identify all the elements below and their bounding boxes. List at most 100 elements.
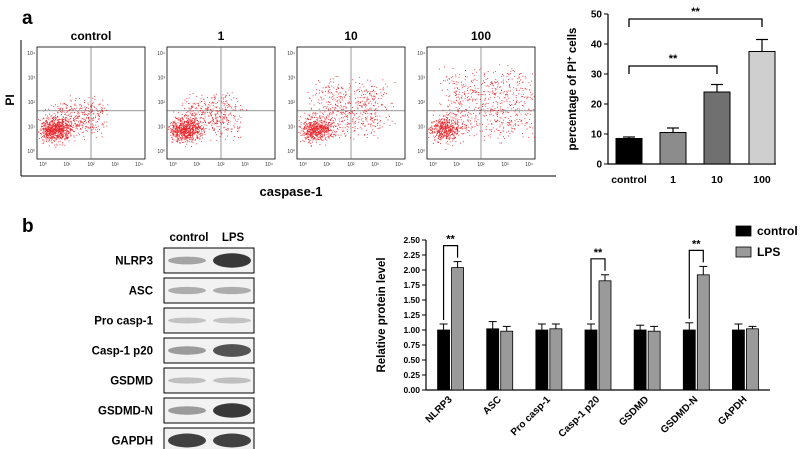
blot-band-control: [168, 286, 206, 295]
chart2-category-label: NLRP3: [424, 394, 455, 425]
chart2-y-tick-label: 0.25: [403, 370, 420, 380]
chart2-legend-swatch: [735, 246, 752, 258]
blot-column-label-control: control: [170, 232, 209, 244]
western-blot-panel: control LPS NLRP3 ASC Pro casp-1 Casp-1 p20…: [92, 232, 255, 449]
chart1-y-tick-label: 40: [591, 40, 603, 51]
chart2-bar-lps: [549, 328, 563, 391]
flow-x-tick: 10⁰: [299, 162, 307, 168]
flow-x-tick: 10⁴: [135, 162, 143, 168]
flow-x-tick: 10⁰: [169, 162, 177, 168]
chart1-significance-label: **: [669, 53, 678, 65]
chart2-bar-lps: [598, 280, 612, 391]
chart2-category-label: Pro casp-1: [509, 394, 553, 438]
flow-y-tick: 10¹: [288, 125, 296, 131]
flow-plot-4: 100 10⁴ 10³ 10² 10¹ 10⁰ 10⁰ 10¹ 10² 10³ 10⁴: [417, 29, 536, 168]
protein-level-bar-chart: 0.00 0.25 0.50 0.75 1.00 1.25 1.50 1.75 2.00 2.25…: [376, 224, 798, 440]
blot-band-lps: [213, 286, 251, 295]
flow-x-label: caspase-1: [260, 184, 323, 199]
blot-band-control: [168, 406, 206, 415]
chart2-bar-control: [486, 328, 500, 391]
chart2-significance-label: **: [692, 238, 701, 250]
flow-y-tick: 10⁰: [157, 149, 165, 155]
chart1-y-tick-label: 0: [596, 160, 602, 171]
flow-x-tick: 10¹: [193, 162, 201, 168]
blot-row: NLRP3: [115, 247, 255, 274]
chart2-category-label: GSDMD-N: [659, 394, 701, 436]
flow-x-tick: 10²: [347, 162, 355, 168]
blot-band-control: [168, 256, 206, 265]
chart2-significance-label: **: [594, 247, 603, 259]
flow-dots: [428, 64, 535, 150]
chart2-significance-label: **: [446, 234, 455, 246]
flow-y-tick: 10²: [28, 100, 36, 106]
chart2-legend-label: control: [757, 224, 798, 238]
flow-x-tick: 10²: [217, 162, 225, 168]
flow-plot-title: control: [71, 29, 112, 43]
chart1-y-tick-label: 20: [591, 100, 603, 111]
chart2-bar-lps: [451, 267, 464, 391]
chart2-y-tick-label: 1.00: [403, 325, 420, 335]
flow-y-tick: 10⁴: [287, 51, 295, 57]
chart2-y-tick-label: 1.25: [403, 310, 420, 320]
flow-y-tick: 10¹: [158, 125, 166, 131]
chart2-legend-label: LPS: [757, 245, 780, 259]
blot-row: GSDMD-N: [98, 397, 255, 424]
flow-dots: [168, 92, 248, 148]
flow-x-tick: 10⁴: [525, 162, 533, 168]
flow-x-tick: 10³: [501, 162, 509, 168]
blot-band-lps: [213, 317, 251, 324]
chart1-y-tick-label: 50: [591, 10, 603, 21]
chart2-bar-control: [584, 329, 598, 391]
chart2-category-label: Casp-1 p20: [557, 394, 603, 440]
flow-cytometry-panel: PI caspase-1 control 10⁴ 10³ 10² 10¹ 10⁰ 10⁰ 10…: [3, 29, 556, 199]
blot-row-label: NLRP3: [115, 256, 153, 268]
chart2-bar-lps: [647, 330, 661, 391]
flow-y-tick: 10⁰: [287, 149, 295, 155]
flow-y-tick: 10⁴: [417, 51, 425, 57]
blot-row: GSDMD: [110, 367, 255, 394]
flow-y-label: PI: [3, 94, 17, 105]
chart1-category-label: control: [611, 174, 647, 186]
chart1-y-tick-label: 10: [591, 130, 603, 141]
chart1-bar-1: [615, 138, 643, 165]
flow-dots: [298, 76, 396, 147]
flow-plot-3: 10 10⁴ 10³ 10² 10¹ 10⁰ 10⁰ 10¹ 10² 10³ 10⁴: [287, 29, 406, 168]
flow-x-tick: 10²: [477, 162, 485, 168]
flow-x-tick: 10¹: [323, 162, 331, 168]
chart2-bar-control: [437, 329, 450, 391]
chart2-significance-bracket: [590, 258, 606, 320]
chart1-y-label: percentage of PI+ cells: [565, 28, 580, 151]
chart2-bar-control: [682, 329, 696, 391]
chart2-y-tick-label: 0.50: [403, 355, 420, 365]
blot-row-label: GAPDH: [111, 436, 153, 448]
blot-row: ASC: [129, 277, 255, 304]
blot-band-control: [168, 346, 206, 355]
chart1-category-label: 10: [711, 174, 723, 186]
blot-row: Pro casp-1: [94, 307, 255, 334]
chart2-y-tick-label: 2.50: [403, 235, 420, 245]
chart2-bar-control: [633, 329, 647, 391]
blot-row-label: ASC: [129, 286, 153, 298]
blot-band-lps: [213, 253, 251, 268]
chart1-category-label: 100: [753, 174, 771, 186]
panel-letter-a: a: [22, 8, 33, 29]
flow-x-tick: 10¹: [63, 162, 71, 168]
blot-row: Casp-1 p20: [92, 337, 255, 364]
flow-plot-title: 10: [344, 29, 358, 43]
chart1-bar-2: [659, 132, 687, 165]
chart1-significance-bracket: [628, 65, 718, 74]
flow-x-tick: 10³: [371, 162, 379, 168]
flow-y-tick: 10²: [288, 100, 296, 106]
chart2-bar-lps: [500, 330, 514, 391]
chart2-category-label: GSDMD: [617, 394, 651, 428]
flow-y-tick: 10⁰: [27, 149, 35, 155]
flow-plot-2: 1 10⁴ 10³ 10² 10¹ 10⁰ 10⁰ 10¹ 10² 10³ 10⁴: [157, 29, 276, 168]
flow-y-tick: 10¹: [28, 125, 36, 131]
pi-cells-bar-chart: 0 10 20 30 40 50 percentage of PI+ cells contro…: [565, 6, 776, 186]
chart2-y-tick-label: 1.50: [403, 295, 420, 305]
flow-x-tick: 10³: [241, 162, 249, 168]
flow-x-tick: 10⁴: [265, 162, 273, 168]
chart1-significance-bracket: [628, 18, 763, 27]
flow-y-tick: 10¹: [418, 125, 426, 131]
